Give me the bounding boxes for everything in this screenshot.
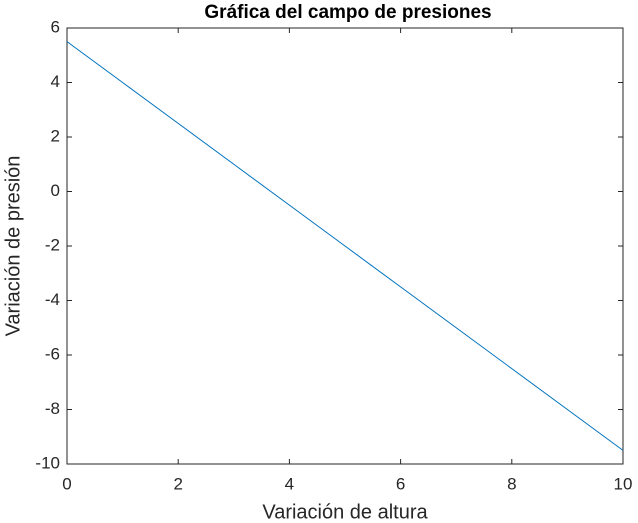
y-axis-label: Variación de presión bbox=[2, 156, 24, 337]
x-tick-label: 6 bbox=[396, 474, 405, 493]
x-axis-label: Variación de altura bbox=[262, 501, 428, 523]
y-tick-label: -10 bbox=[35, 453, 60, 472]
y-tick-label: -6 bbox=[45, 344, 60, 363]
y-tick-label: 2 bbox=[51, 126, 60, 145]
x-tick-label: 4 bbox=[285, 474, 294, 493]
x-tick-label: 8 bbox=[507, 474, 516, 493]
data-line bbox=[66, 41, 624, 451]
x-tick-label: 0 bbox=[62, 474, 71, 493]
y-tick-label: -8 bbox=[45, 399, 60, 418]
y-tick-label: -2 bbox=[45, 235, 60, 254]
y-tick-label: 4 bbox=[51, 72, 60, 91]
y-tick-label: -4 bbox=[45, 290, 60, 309]
x-tick-label: 10 bbox=[614, 474, 633, 493]
chart-title: Gráfica del campo de presiones bbox=[204, 2, 491, 23]
y-tick-label: 0 bbox=[51, 181, 60, 200]
y-tick-label: 6 bbox=[51, 17, 60, 36]
x-tick-label: 2 bbox=[173, 474, 182, 493]
